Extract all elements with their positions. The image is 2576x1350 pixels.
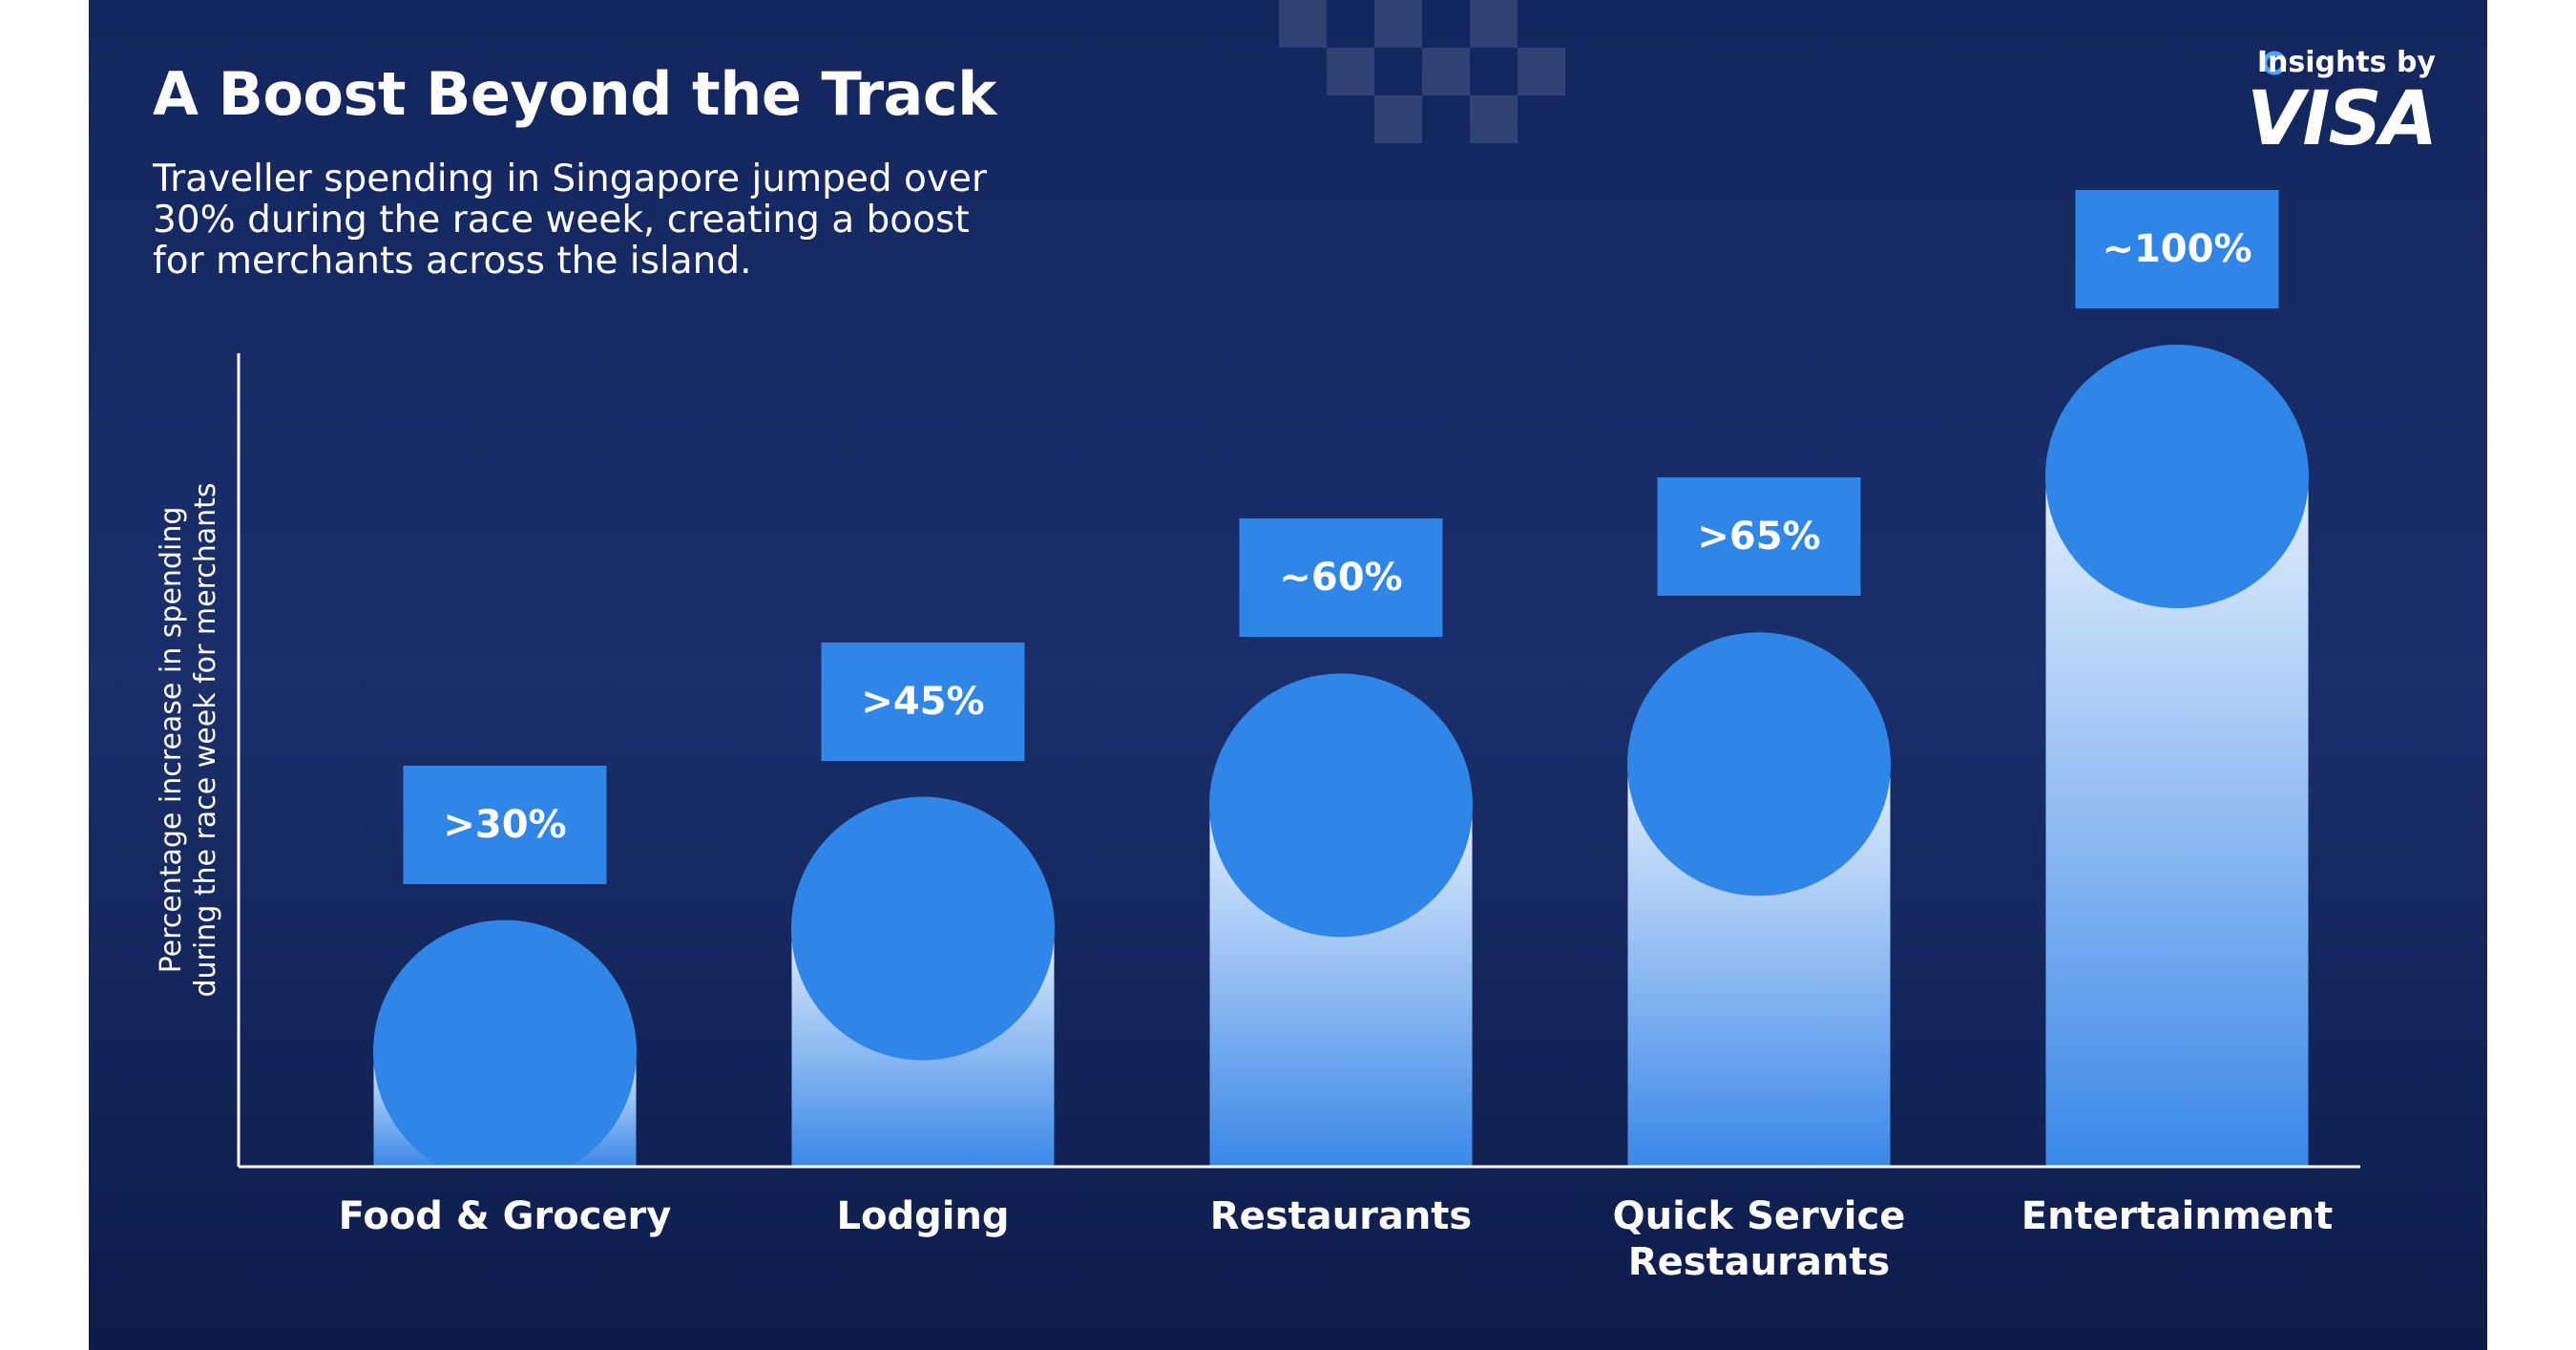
x-tick-label: Restaurants: [1209, 1194, 1473, 1238]
subtitle: Traveller spending in Singapore jumped o…: [153, 158, 987, 283]
logo-text: Insights by: [2256, 46, 2436, 79]
chart-title: A Boost Beyond the Track: [153, 59, 996, 129]
checkered-flag: [1279, 0, 1565, 143]
value-label: ~100%: [2075, 190, 2279, 308]
value-label: >30%: [403, 765, 607, 884]
bars: [373, 345, 2309, 1166]
value-label: ~60%: [1239, 518, 1443, 638]
bar-cap: [2045, 345, 2309, 608]
bar-cap: [373, 919, 637, 1166]
logo-icon: [2262, 51, 2287, 75]
x-tick-label: Lodging: [836, 1194, 1010, 1238]
value-label: >45%: [821, 642, 1025, 761]
bar-cap: [791, 796, 1055, 1061]
x-tick-label: Food & Grocery: [338, 1194, 672, 1238]
value-label: >65%: [1657, 477, 1861, 597]
logo-brand: VISA: [2247, 76, 2438, 162]
x-tick-label: Quick Service Restaurants: [1612, 1194, 1906, 1284]
x-tick-label: Entertainment: [2021, 1194, 2334, 1238]
bar-cap: [1209, 673, 1473, 938]
bar-cap: [1627, 632, 1891, 896]
y-axis-label: Percentage increase in spending during t…: [155, 482, 222, 998]
